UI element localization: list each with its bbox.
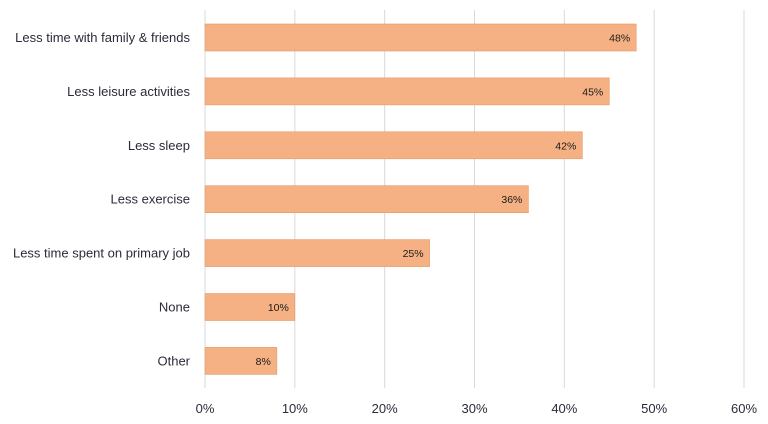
bars xyxy=(204,23,637,375)
category-label: Less sleep xyxy=(128,138,190,153)
bar xyxy=(204,185,529,213)
data-label: 42% xyxy=(555,140,576,152)
x-tick-label: 50% xyxy=(641,401,667,416)
bar xyxy=(204,347,278,375)
x-tick-label: 10% xyxy=(282,401,308,416)
data-label: 45% xyxy=(582,86,603,98)
data-label: 48% xyxy=(609,33,630,45)
x-axis-tick-labels: 0% 10% 20% 30% 40% 50% 60% xyxy=(196,401,758,416)
category-label: Less time with family & friends xyxy=(15,30,190,45)
bar xyxy=(204,293,296,321)
x-tick-label: 20% xyxy=(372,401,398,416)
data-label: 25% xyxy=(403,248,424,260)
category-label: Less time spent on primary job xyxy=(13,246,190,261)
x-tick-label: 0% xyxy=(196,401,215,416)
bar xyxy=(204,77,610,106)
category-label: Less exercise xyxy=(111,192,190,207)
category-labels: Less time with family & friends Less leis… xyxy=(13,30,191,368)
x-tick-label: 40% xyxy=(551,401,577,416)
x-tick-label: 60% xyxy=(731,401,757,416)
data-label: 10% xyxy=(268,302,289,314)
bar xyxy=(204,131,583,160)
category-label: None xyxy=(159,300,190,315)
data-label: 8% xyxy=(256,356,271,368)
category-label: Less leisure activities xyxy=(67,84,190,99)
x-tick-label: 30% xyxy=(461,401,487,416)
bar xyxy=(204,23,637,52)
data-labels: 48% 45% 42% 36% 25% 10% 8% xyxy=(256,33,631,368)
bar xyxy=(204,239,430,267)
data-label: 36% xyxy=(501,194,522,206)
category-label: Other xyxy=(157,353,190,368)
